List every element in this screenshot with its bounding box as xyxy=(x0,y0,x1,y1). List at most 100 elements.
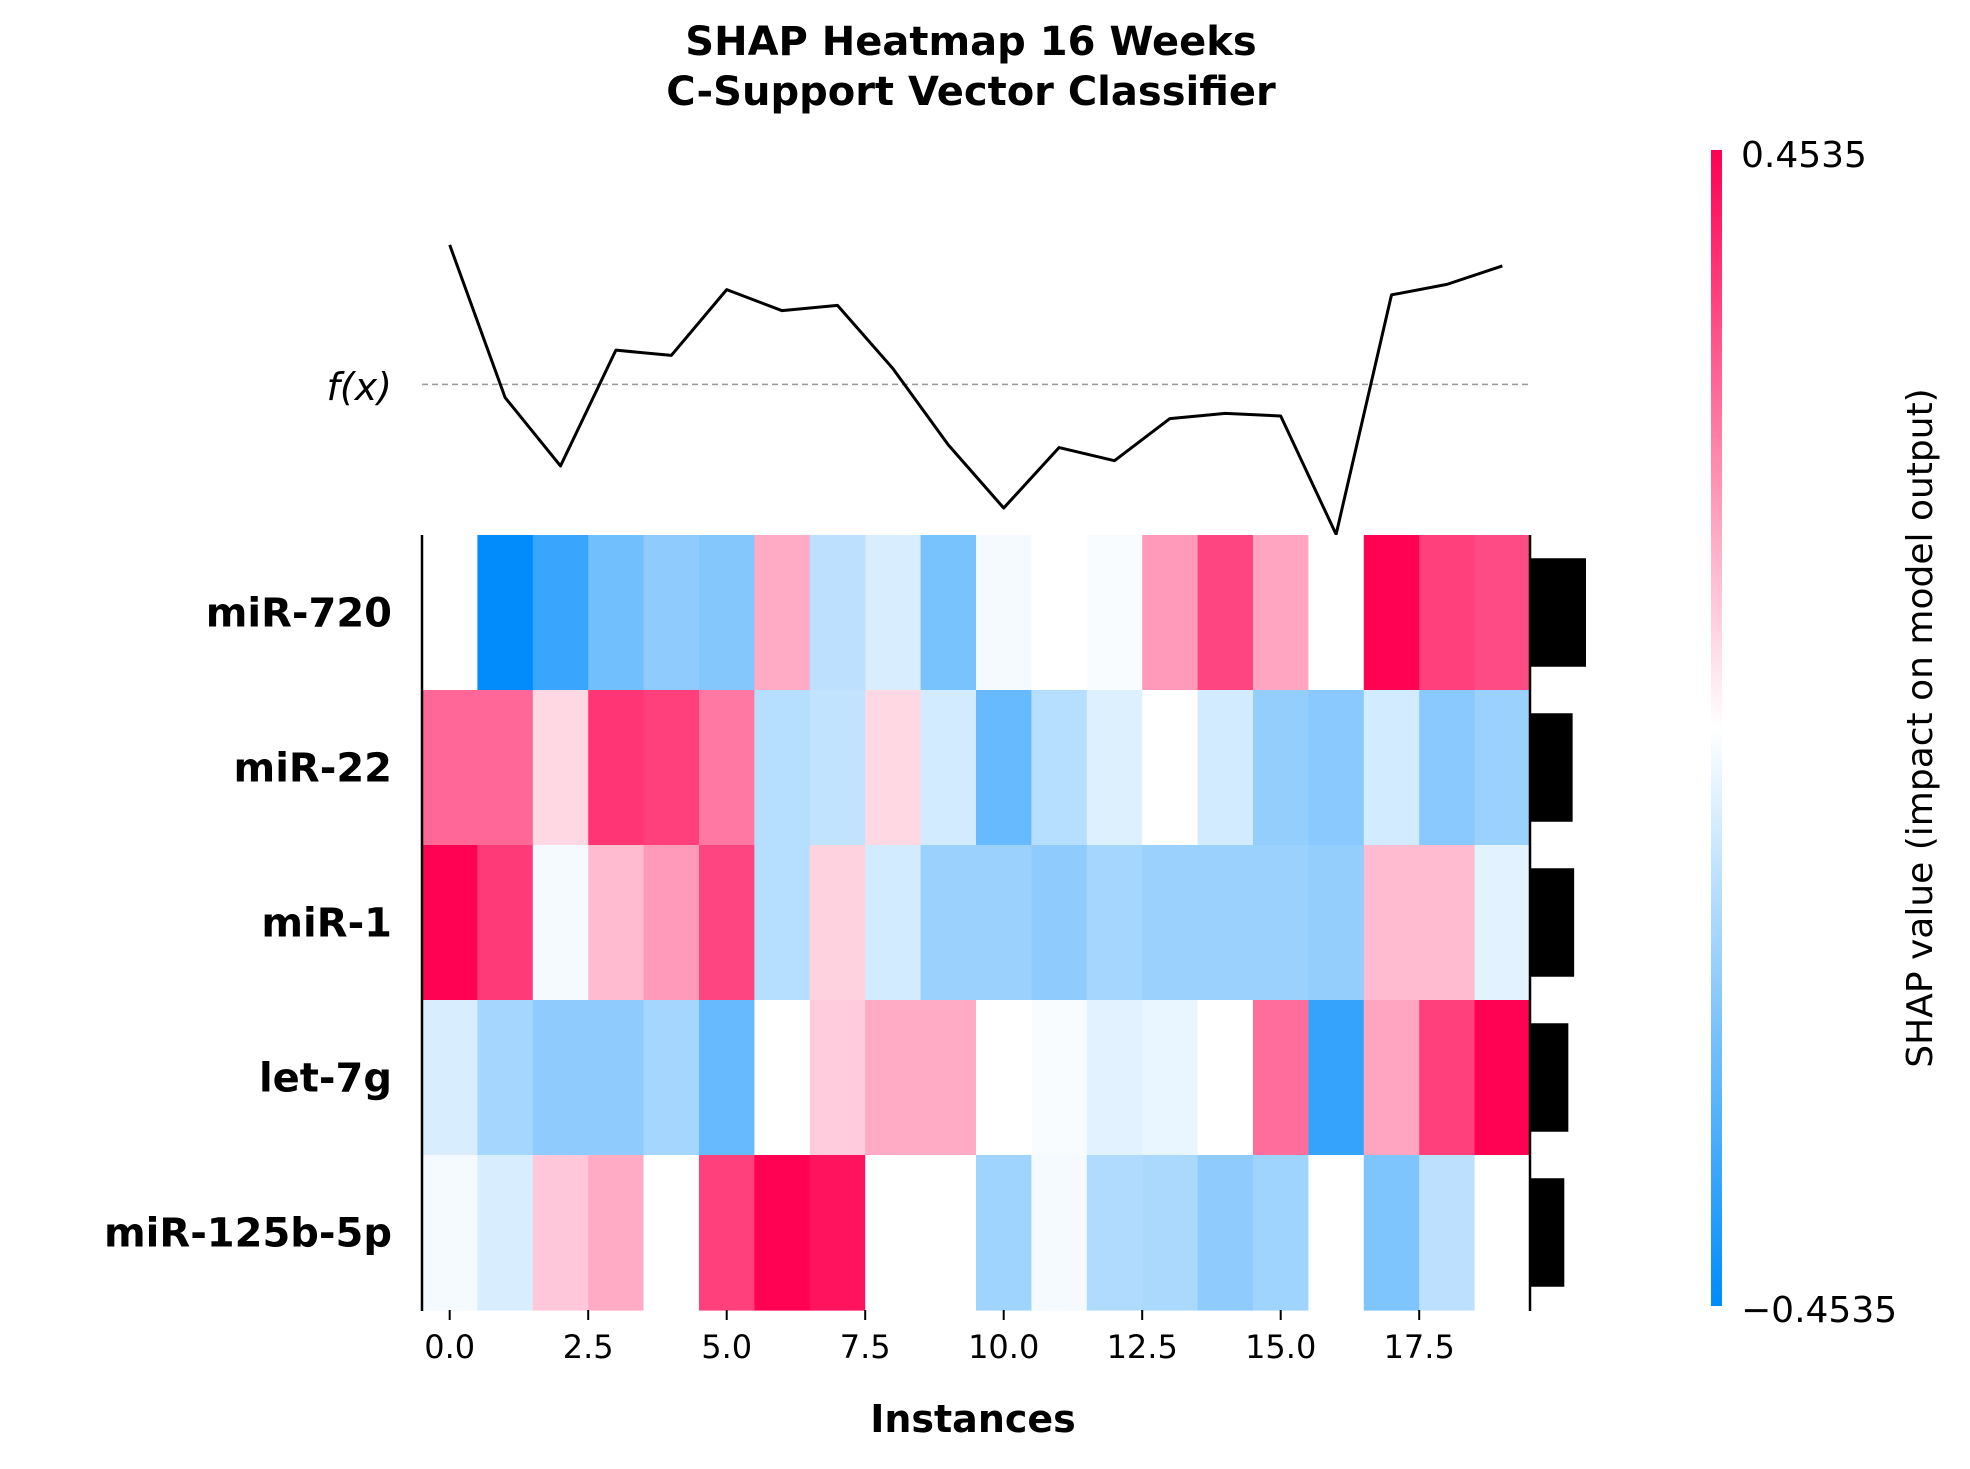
heatmap-cell xyxy=(699,690,755,846)
heatmap-cell xyxy=(976,845,1032,1001)
heatmap-cell xyxy=(699,845,755,1001)
heatmap-cells xyxy=(422,535,1531,1311)
colorbar-min-label: −0.4535 xyxy=(1741,1290,1897,1331)
heatmap-cell xyxy=(809,845,866,1001)
heatmap-cell xyxy=(1474,1155,1531,1311)
heatmap-cell xyxy=(1086,690,1143,846)
heatmap-cell xyxy=(920,1000,977,1156)
heatmap-cell xyxy=(1086,1155,1143,1311)
heatmap-cell xyxy=(422,1000,478,1156)
fx-label: f(x) xyxy=(326,365,392,409)
heatmap-cell xyxy=(1363,1155,1420,1311)
x-tick-label: 5.0 xyxy=(701,1328,752,1366)
heatmap-cell xyxy=(865,845,922,1001)
x-tick-label: 10.0 xyxy=(968,1328,1039,1366)
heatmap-cell xyxy=(699,1155,755,1311)
heatmap-cell xyxy=(588,1000,645,1156)
heatmap-cell xyxy=(920,845,977,1001)
heatmap-cell xyxy=(1363,535,1420,691)
heatmap-cell xyxy=(976,1155,1032,1311)
heatmap-cell xyxy=(532,535,589,691)
heatmap-cell xyxy=(1142,1155,1199,1311)
feature-importance-bar xyxy=(1530,1023,1569,1132)
x-tick-label: 0.0 xyxy=(424,1328,475,1366)
colorbar-axis-label: SHAP value (impact on model output) xyxy=(1900,388,1941,1067)
feature-label: miR-22 xyxy=(234,746,392,792)
heatmap-cell xyxy=(1419,535,1476,691)
heatmap-cell xyxy=(532,845,589,1001)
heatmap-cell xyxy=(1142,1000,1199,1156)
heatmap-cell xyxy=(699,535,755,691)
heatmap-cell xyxy=(1197,535,1254,691)
heatmap-cell xyxy=(754,535,811,691)
feature-label: miR-1 xyxy=(261,901,392,947)
heatmap-cell xyxy=(1253,535,1309,691)
x-tick-label: 2.5 xyxy=(563,1328,614,1366)
heatmap-cell xyxy=(532,1000,589,1156)
heatmap-cell xyxy=(865,535,922,691)
heatmap-cell xyxy=(643,535,700,691)
feature-labels: miR-720 miR-22 miR-1 let-7g miR-125b-5p xyxy=(104,591,392,1257)
heatmap-cell xyxy=(865,1155,922,1311)
feature-label: miR-125b-5p xyxy=(104,1211,392,1257)
heatmap-cell xyxy=(976,535,1032,691)
heatmap-cell xyxy=(477,690,534,846)
heatmap-cell xyxy=(532,1155,589,1311)
heatmap-cell xyxy=(1031,690,1088,846)
heatmap-cell xyxy=(1253,690,1309,846)
heatmap-cell xyxy=(477,535,534,691)
heatmap-cell xyxy=(1031,845,1088,1001)
heatmap-cell xyxy=(1363,845,1420,1001)
heatmap-cell xyxy=(643,845,700,1001)
heatmap-cell xyxy=(643,690,700,846)
heatmap-cell xyxy=(1308,845,1365,1001)
heatmap-cell xyxy=(1308,1000,1365,1156)
heatmap-cell xyxy=(643,1000,700,1156)
fx-line xyxy=(448,244,1503,536)
feature-label: let-7g xyxy=(259,1056,392,1102)
heatmap-cell xyxy=(1086,845,1143,1001)
heatmap-cell xyxy=(1142,690,1199,846)
heatmap-cell xyxy=(1031,1155,1088,1311)
heatmap-cell xyxy=(477,1000,534,1156)
heatmap-cell xyxy=(422,690,478,846)
heatmap-cell xyxy=(1197,690,1254,846)
feature-importance-bar xyxy=(1530,868,1575,977)
heatmap-cell xyxy=(1474,690,1531,846)
heatmap-cell xyxy=(920,535,977,691)
heatmap-cell xyxy=(1474,845,1531,1001)
feature-importance-bar xyxy=(1530,558,1586,667)
heatmap-cell xyxy=(477,845,534,1001)
colorbar-max-label: 0.4535 xyxy=(1741,135,1867,176)
x-tick-label: 7.5 xyxy=(840,1328,891,1366)
fx-panel xyxy=(422,244,1530,536)
heatmap-cell xyxy=(865,690,922,846)
heatmap-cell xyxy=(920,690,977,846)
heatmap-cell xyxy=(1253,1155,1309,1311)
heatmap-cell xyxy=(1253,845,1309,1001)
feature-importance-bar xyxy=(1530,713,1573,822)
heatmap-cell xyxy=(976,690,1032,846)
heatmap-cell xyxy=(1363,690,1420,846)
heatmap-cell xyxy=(754,690,811,846)
heatmap-cell xyxy=(588,1155,645,1311)
heatmap-cell xyxy=(754,845,811,1001)
heatmap-cell xyxy=(1086,535,1143,691)
heatmap-cell xyxy=(920,1155,977,1311)
heatmap-cell xyxy=(1419,845,1476,1001)
heatmap-cell xyxy=(754,1000,811,1156)
importance-bars xyxy=(1530,558,1586,1287)
heatmap-cell xyxy=(1474,1000,1531,1156)
heatmap-cell xyxy=(809,690,866,846)
heatmap-cell xyxy=(1197,845,1254,1001)
heatmap-cell xyxy=(1197,1155,1254,1311)
heatmap-cell xyxy=(809,1155,866,1311)
heatmap-cell xyxy=(1474,535,1531,691)
heatmap-cell xyxy=(809,1000,866,1156)
heatmap-cell xyxy=(865,1000,922,1156)
chart-title-line-2: C-Support Vector Classifier xyxy=(666,69,1276,115)
axes xyxy=(420,535,1532,1311)
heatmap-cell xyxy=(422,535,478,691)
x-axis-label: Instances xyxy=(870,1397,1076,1441)
